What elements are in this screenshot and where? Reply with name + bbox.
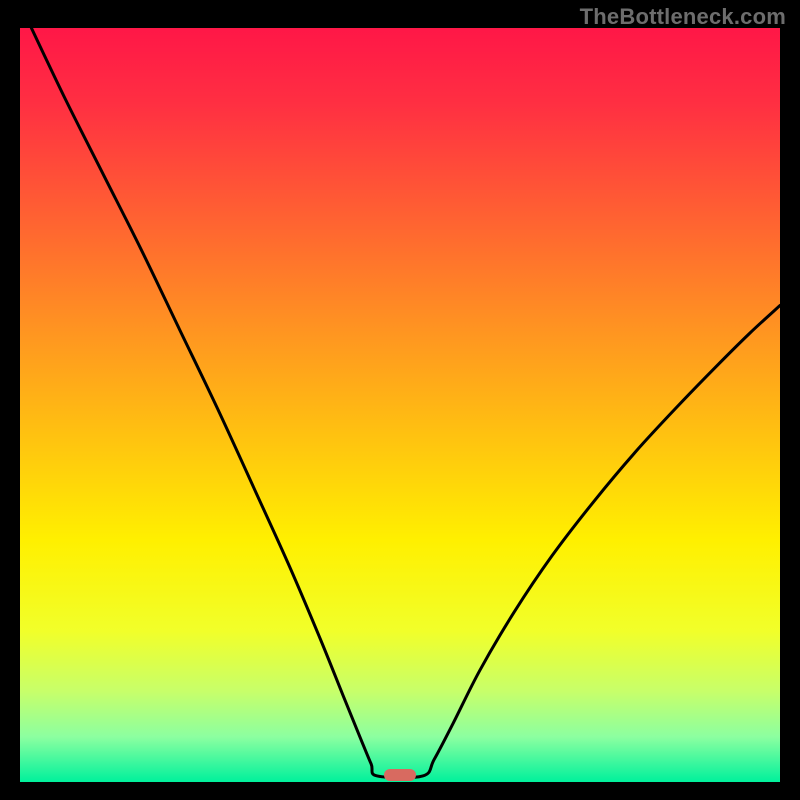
plot-area xyxy=(20,28,780,782)
bottleneck-curve xyxy=(20,28,780,782)
optimum-marker xyxy=(384,769,416,781)
curve-path xyxy=(31,28,780,778)
watermark-text: TheBottleneck.com xyxy=(580,4,786,30)
chart-frame: TheBottleneck.com xyxy=(0,0,800,800)
